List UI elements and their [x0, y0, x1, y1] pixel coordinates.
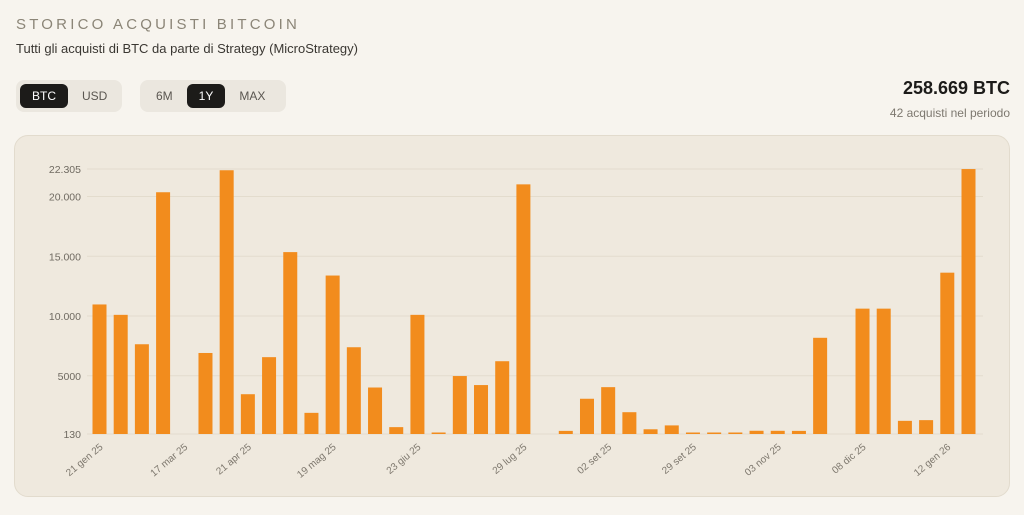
purchase-bar[interactable]	[876, 308, 891, 434]
purchase-bar[interactable]	[304, 412, 319, 434]
summary-panel: 258.669 BTC 42 acquisti nel periodo	[890, 78, 1010, 120]
range-1y-button[interactable]: 1Y	[186, 84, 226, 108]
purchase-bar[interactable]	[410, 314, 425, 434]
purchase-bar[interactable]	[707, 432, 722, 435]
range-max-button[interactable]: MAX	[239, 89, 266, 103]
purchase-bar[interactable]	[622, 412, 637, 434]
purchase-bar[interactable]	[558, 430, 573, 434]
range-toggle: 6M 1Y MAX	[140, 80, 286, 112]
chart-card: 130 5000 10.000 15.000 20.000 22.305 21 gen 25…	[14, 135, 1010, 497]
purchase-bar[interactable]	[897, 420, 912, 434]
purchase-bar[interactable]	[601, 387, 616, 434]
x-tick-label: 29 set 25	[660, 442, 699, 477]
purchase-bar[interactable]	[113, 314, 128, 434]
x-tick-label: 21 apr 25	[214, 442, 254, 478]
unit-btc-button[interactable]: BTC	[20, 84, 68, 108]
purchase-bar[interactable]	[262, 357, 277, 434]
purchase-bar[interactable]	[791, 430, 806, 434]
purchase-bar[interactable]	[431, 432, 446, 435]
x-tick-label: 08 dic 25	[830, 442, 868, 477]
purchase-bar[interactable]	[198, 352, 213, 434]
purchase-bar[interactable]	[134, 344, 149, 434]
purchase-bar[interactable]	[685, 432, 700, 435]
x-tick-label: 21 gen 25	[64, 442, 105, 479]
purchase-bar[interactable]	[325, 275, 340, 434]
purchase-bar[interactable]	[961, 169, 976, 434]
y-tick-label: 10.000	[49, 311, 81, 323]
x-tick-label: 12 gen 26	[912, 442, 953, 479]
purchase-bar[interactable]	[452, 376, 467, 434]
purchase-bar[interactable]	[855, 308, 870, 434]
purchase-bar[interactable]	[664, 425, 679, 434]
purchase-bar[interactable]	[813, 337, 828, 434]
page-title: STORICO ACQUISTI BITCOIN	[16, 16, 301, 33]
purchase-bar[interactable]	[219, 170, 234, 434]
purchase-bar[interactable]	[770, 430, 785, 434]
x-tick-label: 19 mag 25	[295, 442, 339, 481]
purchase-bar[interactable]	[919, 420, 934, 434]
purchase-bar[interactable]	[346, 347, 361, 434]
unit-toggle: BTC USD	[16, 80, 122, 112]
purchase-bar[interactable]	[579, 398, 594, 434]
purchase-bar[interactable]	[940, 272, 955, 434]
purchase-bar[interactable]	[474, 385, 489, 434]
range-6m-button[interactable]: 6M	[156, 89, 173, 103]
unit-usd-button[interactable]: USD	[82, 89, 108, 103]
x-tick-label: 17 mar 25	[149, 442, 191, 480]
purchase-bar[interactable]	[283, 252, 298, 434]
purchase-bar[interactable]	[156, 192, 171, 434]
x-tick-label: 23 giu 25	[385, 442, 424, 477]
y-tick-label: 15.000	[49, 251, 81, 263]
purchase-bar[interactable]	[495, 361, 510, 434]
x-tick-label: 02 set 25	[576, 442, 615, 477]
page-subtitle: Tutti gli acquisti di BTC da parte di St…	[16, 41, 358, 56]
purchases-bar-chart: 130 5000 10.000 15.000 20.000 22.305 21 gen 25…	[49, 164, 983, 481]
purchase-bar[interactable]	[92, 304, 107, 434]
purchase-bar[interactable]	[516, 184, 531, 434]
purchase-bar[interactable]	[749, 430, 764, 434]
purchase-bar[interactable]	[240, 394, 255, 434]
y-tick-label: 5000	[58, 371, 82, 383]
y-tick-label: 22.305	[49, 164, 81, 176]
total-btc-value: 258.669 BTC	[902, 78, 1010, 98]
x-tick-label: 29 lug 25	[491, 442, 530, 477]
purchase-bar[interactable]	[728, 432, 743, 435]
purchase-count: 42 acquisti nel periodo	[889, 106, 1010, 120]
y-tick-label: 20.000	[49, 192, 81, 204]
purchase-bar[interactable]	[643, 429, 658, 434]
purchase-bar[interactable]	[389, 427, 404, 434]
purchase-bar[interactable]	[368, 387, 383, 434]
y-tick-label: 130	[63, 429, 81, 441]
x-tick-label: 03 nov 25	[743, 442, 784, 479]
